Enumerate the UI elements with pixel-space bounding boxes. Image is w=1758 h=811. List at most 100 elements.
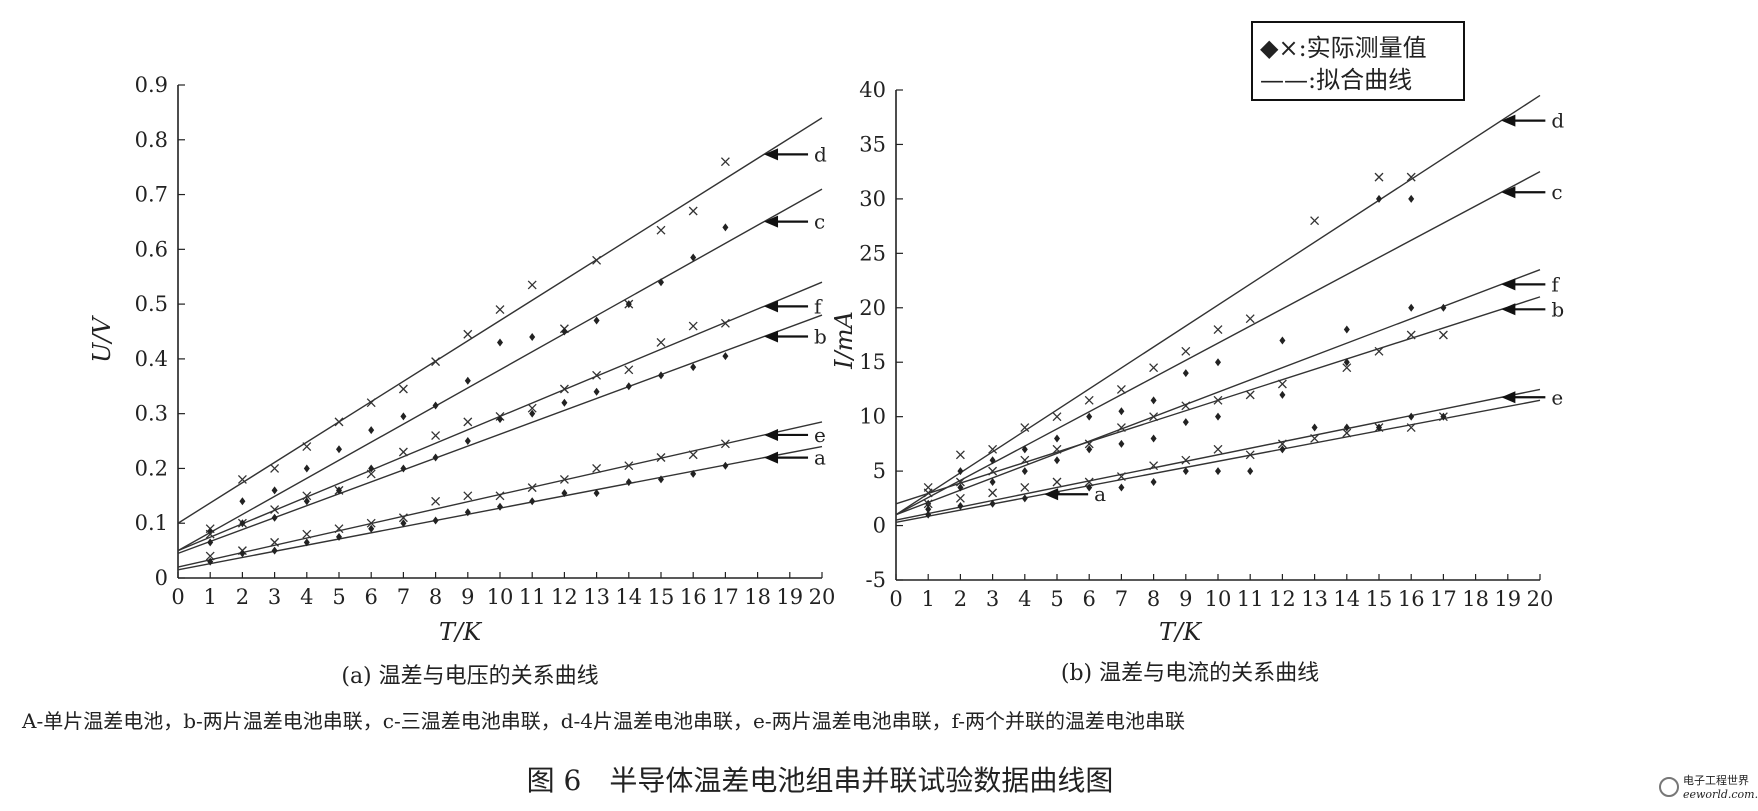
panel-b-x-tick-label: 8 — [1147, 587, 1160, 611]
panel-a-data-point-diamond — [529, 332, 536, 341]
panel-b-data-point-x — [955, 477, 965, 487]
panel-b-data-point-x — [1213, 325, 1223, 335]
panel-b-data-point-x — [1374, 346, 1384, 356]
panel-b-data-point-x — [1052, 444, 1062, 454]
panel-a-arrowhead-f — [764, 300, 779, 313]
panel-a-x-axis-label: T/K — [439, 618, 483, 646]
panel-a-data-point-diamond — [432, 401, 439, 410]
panel-a-data-point-diamond — [561, 327, 568, 336]
panel-a-data-point-diamond — [303, 538, 310, 547]
panel-b-data-point-x — [1116, 423, 1126, 433]
panel-b-data-point-diamond — [1021, 494, 1028, 503]
panel-b-data-point-x — [1213, 395, 1223, 405]
panel-a-data-point-x — [720, 318, 730, 328]
panel-a-arrowhead-a — [764, 451, 779, 464]
panel-a-y-ticks: 0 0.1 0.2 0.3 0.4 0.5 0.6 0.7 0.8 0.9 — [135, 73, 185, 590]
panel-a-data-point-x — [592, 463, 602, 473]
panel-b-data-point-diamond — [1054, 434, 1060, 443]
panel-a-data-point-x — [559, 384, 569, 394]
panel-b-arrowhead-f — [1501, 278, 1516, 291]
panel-b-data-point-x — [1342, 363, 1352, 373]
panel-a-data-point-x — [527, 403, 537, 413]
panel-a-data-point-x — [624, 365, 634, 375]
panel-b-y-tick-label: 20 — [859, 296, 886, 320]
panel-b-y-tick-label: 5 — [873, 459, 886, 483]
panel-a-data-point-diamond — [368, 524, 375, 533]
panel-a-data-point-x — [366, 518, 376, 528]
panel-a-data-point-x — [463, 491, 473, 501]
panel-a-data-point-diamond — [625, 478, 632, 487]
panel-a-data-point-diamond — [561, 398, 568, 407]
panel-a-arrowhead-c — [764, 215, 779, 228]
panel-b-data-point-diamond — [1376, 423, 1382, 432]
panel-b-y-axis-label: I/mA — [830, 311, 858, 370]
panel-b-data-point-diamond — [1118, 483, 1125, 492]
panel-b-data-point-diamond — [1215, 412, 1221, 421]
figure-title: 图 6 半导体温差电池组串并联试验数据曲线图 — [527, 764, 1114, 797]
watermark-text-url: eeworld.com.cn — [1683, 788, 1758, 801]
panel-b-data-point-diamond — [1311, 423, 1318, 432]
panel-a-data-point-diamond — [368, 426, 375, 435]
panel-b-data-point-diamond — [1182, 369, 1189, 378]
legend: ◆×:实际测量值 ——:拟合曲线 — [1251, 21, 1465, 101]
panel-b-data-point-x — [923, 488, 933, 498]
panel-a-data-point-x — [463, 417, 473, 427]
panel-b-data-point-x — [1181, 401, 1191, 411]
panel-a-data-point-diamond — [303, 464, 310, 473]
panel-b-data-point-diamond — [1279, 445, 1286, 454]
panel-b-data-point-x — [1020, 482, 1030, 492]
panel-a-series-labels: d c fb ea — [764, 142, 827, 470]
panel-b-data-point-diamond — [1408, 412, 1415, 421]
panel-b-data-point-diamond — [989, 478, 996, 486]
panel-b-data-point-x — [1406, 172, 1416, 182]
panel-a-data-point-x — [302, 491, 312, 501]
panel-b-data-point-x — [1084, 395, 1094, 405]
panel-a-series-label-d: d — [814, 142, 827, 166]
panel-a-data-point-x — [688, 321, 698, 331]
panel-a-x-ticks: 0 1 2 3 4 5 6 7 8 9 10 11 12 13 14 15 16 17 18 19 20 — [171, 572, 835, 609]
panel-b-data-point-x — [1084, 477, 1094, 487]
panel-a-caption: (a) 温差与电压的关系曲线 — [341, 664, 598, 689]
panel-a-data-point-diamond — [432, 516, 439, 525]
panel-b-series-label-d: d — [1551, 109, 1564, 133]
panel-b-y-tick-label: 30 — [859, 187, 886, 211]
panel-a-data-point-x — [270, 537, 280, 547]
panel-a-data-point-x — [688, 450, 698, 460]
panel-b-fit-line-d — [895, 94, 1541, 516]
panel-a-fit-lines — [177, 117, 823, 571]
panel-b-data-point-x — [1052, 412, 1062, 422]
panel-b-data-point-x — [1277, 379, 1287, 389]
panel-b-x-tick-label: 13 — [1301, 587, 1328, 611]
panel-b-data-point-diamond — [1343, 358, 1350, 367]
panel-b-data-point-x — [1116, 472, 1126, 482]
panel-a-data-point-diamond — [722, 461, 729, 470]
panel-a-data-point-x — [720, 439, 730, 449]
panel-a-data-point-diamond — [690, 469, 697, 478]
panel-a-data-point-x — [527, 280, 537, 290]
panel-b-y-tick-label: 0 — [873, 514, 886, 538]
panel-b-arrowhead-d — [1501, 114, 1516, 127]
panel-a-x-tick-label: 6 — [365, 585, 378, 609]
panel-a-y-axis-label: U/V — [88, 315, 116, 363]
panel-b-data-point-x — [1374, 172, 1384, 182]
panel-a-x-tick-label: 1 — [204, 585, 217, 609]
panel-b-data-point-x — [1116, 384, 1126, 394]
panel-b-data-point-x — [1310, 433, 1320, 443]
panel-a-data-point-diamond — [464, 376, 471, 385]
panel-b-series-label-a: a — [1094, 482, 1106, 506]
panel-a-data-point-x — [559, 474, 569, 484]
panel-a-data-point-x — [302, 529, 312, 539]
panel-b-data-point-diamond — [957, 501, 964, 510]
panel-b-data-point-diamond — [1086, 483, 1093, 492]
panel-a-data-point-diamond — [271, 546, 278, 555]
panel-a-x-tick-label: 8 — [429, 585, 442, 609]
panel-b-data-point-diamond — [989, 499, 996, 508]
panel-a-data-point-diamond — [239, 497, 246, 506]
panel-a-data-point-x — [398, 447, 408, 457]
panel-a-series-label-b: b — [814, 325, 827, 349]
panel-b-arrowhead-a — [1044, 488, 1059, 501]
panel-b-x-tick-label: 11 — [1237, 587, 1264, 611]
panel-b-fit-lines — [895, 94, 1541, 523]
panel-b-x-tick-label: 10 — [1205, 587, 1232, 611]
